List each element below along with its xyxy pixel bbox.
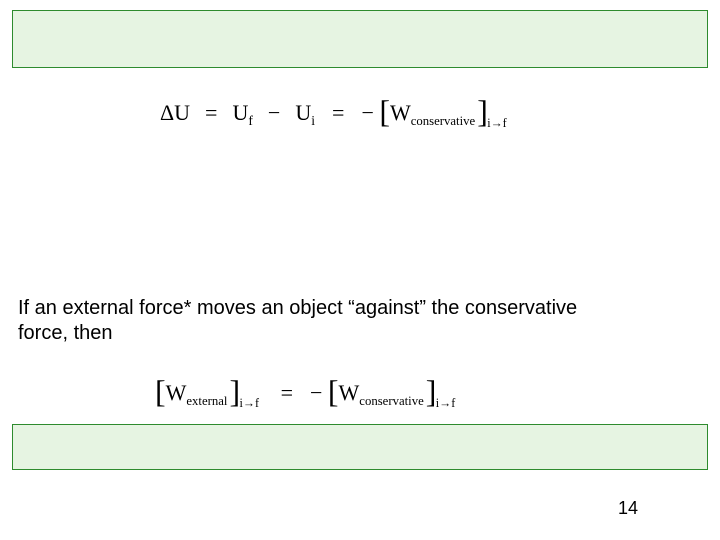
body-line1: If an external force* moves an object “a… — [18, 296, 702, 321]
eq1-Ui-sub: i — [311, 113, 315, 128]
eq1-neg: − — [361, 100, 373, 125]
eq1-range: i→f — [487, 116, 506, 130]
eq1-eq1: = — [205, 100, 217, 125]
eq1-lbr: [ — [379, 94, 390, 129]
equation-w-external: [Wexternal]i→f = − [Wconservative]i→f — [155, 372, 456, 409]
eq2-W2: W — [339, 380, 360, 405]
eq2-W2-sub: conservative — [359, 394, 423, 408]
eq1-deltaU: ΔU — [160, 100, 190, 125]
body-line2: force, then — [18, 321, 702, 346]
eq2-rbr2: ] — [426, 374, 437, 409]
eq2-neg: − — [310, 380, 322, 405]
eq1-W-sub: conservative — [411, 114, 475, 128]
eq2-W1: W — [166, 380, 187, 405]
slide: ΔU = Uf − Ui = − [Wconservative]i→f If a… — [0, 0, 720, 540]
eq1-eq2: = — [332, 100, 344, 125]
eq2-W1-sub: external — [186, 394, 227, 408]
eq1-Ui: U — [295, 100, 311, 125]
eq1-Uf-sub: f — [248, 113, 253, 128]
eq2-range2: i→f — [436, 396, 455, 410]
eq2-range1: i→f — [239, 396, 258, 410]
eq2-eq: = — [281, 380, 293, 405]
page-number-text: 14 — [618, 498, 638, 518]
eq1-minus: − — [268, 100, 280, 125]
eq2-lbr1: [ — [155, 374, 166, 409]
highlight-box-bottom — [12, 424, 708, 470]
page-number: 14 — [618, 498, 638, 519]
equation-delta-u: ΔU = Uf − Ui = − [Wconservative]i→f — [160, 92, 507, 129]
highlight-box-top — [12, 10, 708, 68]
eq1-Uf: U — [232, 100, 248, 125]
eq2-lbr2: [ — [328, 374, 339, 409]
body-paragraph: If an external force* moves an object “a… — [18, 296, 702, 346]
eq1-W: W — [390, 100, 411, 125]
